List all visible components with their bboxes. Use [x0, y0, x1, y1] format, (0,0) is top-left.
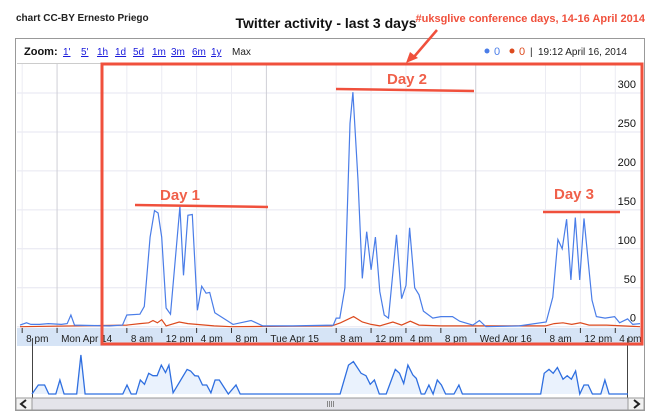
arrow-head-icon [406, 52, 418, 63]
conference-highlight: Day 1 Day 2 Day 3 [100, 29, 644, 346]
series-lines [19, 92, 641, 328]
day1-marker [134, 203, 269, 209]
day2-marker [335, 87, 475, 93]
x-tick-label: 4 pm [619, 334, 641, 345]
zoom-option-3[interactable]: 1d [115, 47, 126, 58]
zoom-option-7[interactable]: 6m [192, 47, 206, 58]
legend-dot-red [509, 48, 515, 54]
x-tick-label: 8 am [550, 334, 572, 345]
x-axis: 8 pm Mon Apr 14 8 am 12 pm 4 pm 8 pm Tue Apr 1… [21, 328, 642, 345]
chart-title: Twitter activity - last 3 days [235, 15, 416, 31]
zoom-label: Zoom: [24, 46, 58, 58]
zoom-option-1[interactable]: 5' [81, 47, 89, 58]
zoom-option-0[interactable]: 1' [63, 47, 71, 58]
scroll-right-button[interactable] [627, 397, 645, 411]
x-tick-label: 8 pm [236, 334, 258, 345]
series-line-0 [19, 92, 641, 328]
legend-timestamp: 19:12 April 16, 2014 [538, 47, 627, 58]
zoom-option-2[interactable]: 1h [97, 47, 108, 58]
y-tick-label: 250 [618, 118, 636, 130]
x-tick-label: Wed Apr 16 [480, 334, 533, 345]
y-tick-label: 300 [618, 79, 636, 91]
chevron-right-icon [633, 399, 641, 409]
x-tick-label: 8 pm [26, 334, 48, 345]
legend-dot-blue [484, 48, 490, 54]
overview-line [31, 354, 628, 397]
y-tick-label: 150 [618, 196, 636, 208]
y-axis: 0 50 100 150 200 250 300 [618, 79, 636, 325]
x-tick-label: Tue Apr 15 [270, 334, 319, 345]
series-line-1 [19, 315, 641, 328]
legend-value-red: 0 [519, 46, 525, 58]
zoom-option-9[interactable]: Max [232, 47, 251, 58]
x-tick-label: 8 pm [445, 334, 467, 345]
day1-label: Day 1 [160, 187, 200, 204]
x-tick-label: 8 am [131, 334, 153, 345]
y-tick-label: 100 [618, 235, 636, 247]
scroll-left-button[interactable] [15, 397, 33, 411]
y-tick-label: 0 [630, 313, 636, 325]
x-tick-label: 12 pm [375, 334, 403, 345]
chart-credit: chart CC-BY Ernesto Priego [16, 13, 149, 24]
overview-panel[interactable] [32, 346, 628, 398]
chevron-left-icon [19, 399, 27, 409]
legend-value-blue: 0 [494, 46, 500, 58]
legend: 0 0 | 19:12 April 16, 2014 [484, 46, 627, 58]
overview-area [32, 355, 628, 394]
y-tick-label: 200 [618, 157, 636, 169]
x-tick-label: 4 pm [410, 334, 432, 345]
y-tick-label: 50 [624, 274, 636, 286]
day2-label: Day 2 [387, 71, 427, 88]
scroll-grip-icon[interactable] [327, 401, 334, 407]
x-axis-band [17, 328, 643, 346]
gridlines [17, 64, 643, 328]
zoom-option-4[interactable]: 5d [133, 47, 144, 58]
x-tick-label: 12 pm [166, 334, 194, 345]
x-tick-label: 4 pm [201, 334, 223, 345]
overview-chart [31, 354, 628, 397]
x-tick-label: 8 am [340, 334, 362, 345]
conference-annotation: #uksglive conference days, 14-16 April 2… [416, 13, 646, 25]
x-tick-label: Mon Apr 14 [61, 334, 113, 345]
highlight-box [100, 62, 644, 346]
zoom-option-8[interactable]: 1y [211, 47, 222, 58]
day3-label: Day 3 [554, 186, 594, 203]
zoom-option-5[interactable]: 1m [152, 47, 166, 58]
x-tick-label: 12 pm [584, 334, 612, 345]
zoom-toolbar [17, 40, 643, 63]
zoom-option-6[interactable]: 3m [171, 47, 185, 58]
zoom-options: 1' 5' 1h 1d 5d 1m 3m 6m 1y Max [63, 47, 251, 58]
legend-separator: | [530, 47, 533, 58]
annotation-arrow [412, 29, 438, 59]
